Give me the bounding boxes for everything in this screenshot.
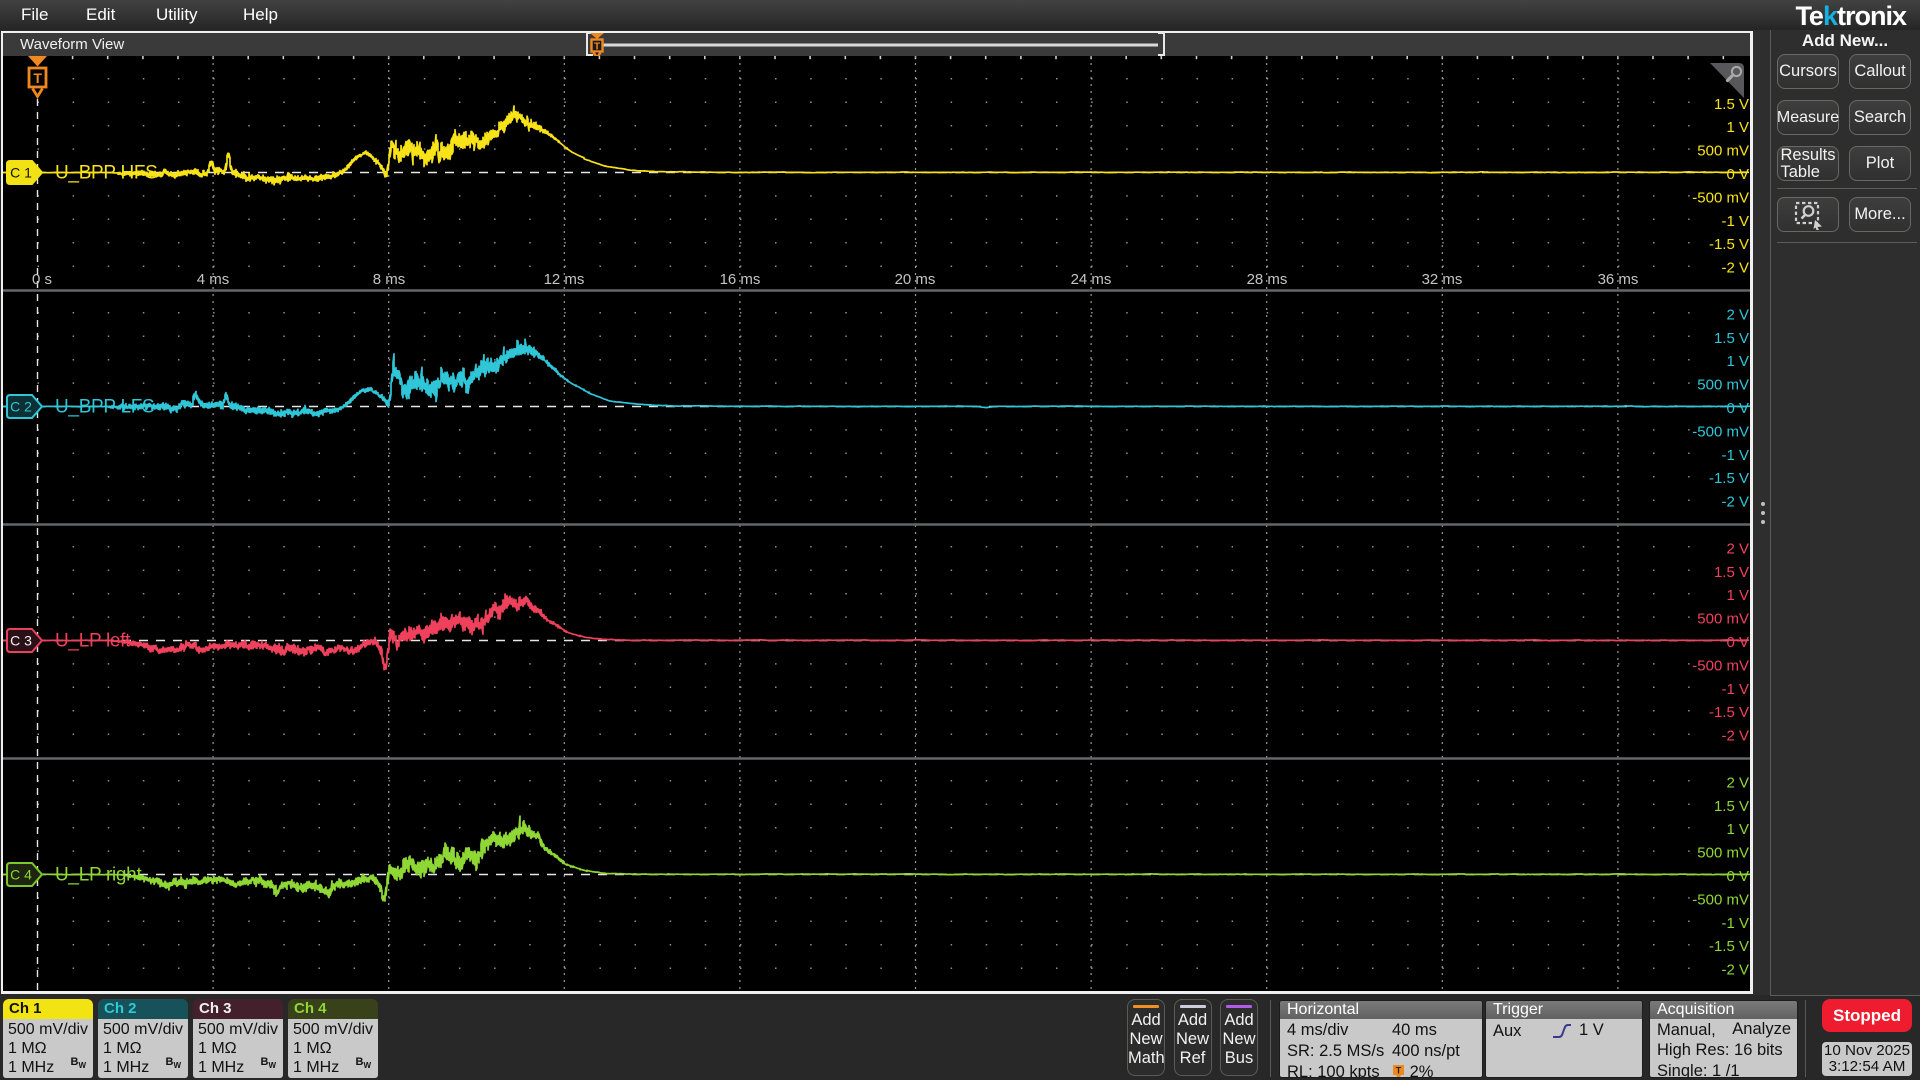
svg-text:C 4: C 4: [10, 867, 32, 883]
svg-text:500 mV: 500 mV: [1697, 845, 1749, 862]
svg-text:28 ms: 28 ms: [1247, 271, 1288, 288]
svg-text:T: T: [594, 42, 600, 53]
svg-text:-1.5 V: -1.5 V: [1709, 236, 1749, 253]
svg-text:-500 mV: -500 mV: [1692, 657, 1749, 674]
svg-text:0 V: 0 V: [1726, 400, 1749, 417]
svg-text:1 V: 1 V: [1726, 821, 1749, 838]
svg-text:U_BPP LFS: U_BPP LFS: [55, 397, 154, 418]
svg-text:U_LP left: U_LP left: [55, 631, 131, 652]
svg-text:-500 mV: -500 mV: [1692, 891, 1749, 908]
svg-text:-500 mV: -500 mV: [1692, 189, 1749, 206]
svg-text:-2 V: -2 V: [1721, 962, 1749, 979]
svg-text:1.5 V: 1.5 V: [1714, 330, 1749, 347]
svg-text:32 ms: 32 ms: [1422, 271, 1463, 288]
svg-text:0 V: 0 V: [1726, 166, 1749, 183]
svg-text:0 V: 0 V: [1726, 634, 1749, 651]
svg-text:500 mV: 500 mV: [1697, 143, 1749, 160]
svg-text:500 mV: 500 mV: [1697, 611, 1749, 628]
svg-text:-1.5 V: -1.5 V: [1709, 704, 1749, 721]
svg-text:C 2: C 2: [10, 399, 32, 415]
svg-text:1.5 V: 1.5 V: [1714, 564, 1749, 581]
svg-text:16 ms: 16 ms: [720, 271, 761, 288]
svg-text:-2 V: -2 V: [1721, 728, 1749, 745]
svg-text:4 ms: 4 ms: [197, 271, 230, 288]
svg-text:500 mV: 500 mV: [1697, 377, 1749, 394]
svg-text:8 ms: 8 ms: [373, 271, 406, 288]
svg-text:12 ms: 12 ms: [544, 271, 585, 288]
svg-text:2 V: 2 V: [1726, 774, 1749, 791]
svg-text:-1.5 V: -1.5 V: [1709, 938, 1749, 955]
svg-text:-1 V: -1 V: [1721, 681, 1749, 698]
svg-text:-1 V: -1 V: [1721, 213, 1749, 230]
svg-text:-1 V: -1 V: [1721, 447, 1749, 464]
svg-text:T: T: [33, 70, 42, 86]
svg-text:24 ms: 24 ms: [1071, 271, 1112, 288]
svg-text:2 V: 2 V: [1726, 306, 1749, 323]
svg-text:-1 V: -1 V: [1721, 915, 1749, 932]
svg-text:20 ms: 20 ms: [895, 271, 936, 288]
svg-text:0 V: 0 V: [1726, 868, 1749, 885]
svg-text:U_LP right: U_LP right: [55, 865, 142, 886]
svg-text:1 V: 1 V: [1726, 119, 1749, 136]
svg-text:T: T: [1396, 1066, 1402, 1076]
svg-text:-2 V: -2 V: [1721, 494, 1749, 511]
svg-text:U_BPP HFS: U_BPP HFS: [55, 163, 158, 184]
svg-text:36 ms: 36 ms: [1598, 271, 1639, 288]
svg-text:-2 V: -2 V: [1721, 260, 1749, 277]
svg-text:1 V: 1 V: [1726, 353, 1749, 370]
svg-text:1.5 V: 1.5 V: [1714, 96, 1749, 113]
svg-text:2 V: 2 V: [1726, 540, 1749, 557]
svg-text:-500 mV: -500 mV: [1692, 423, 1749, 440]
svg-text:1.5 V: 1.5 V: [1714, 798, 1749, 815]
svg-text:C 3: C 3: [10, 633, 32, 649]
svg-text:1 V: 1 V: [1726, 587, 1749, 604]
svg-text:C 1: C 1: [10, 165, 32, 181]
svg-text:0 s: 0 s: [32, 271, 52, 288]
svg-text:-1.5 V: -1.5 V: [1709, 470, 1749, 487]
